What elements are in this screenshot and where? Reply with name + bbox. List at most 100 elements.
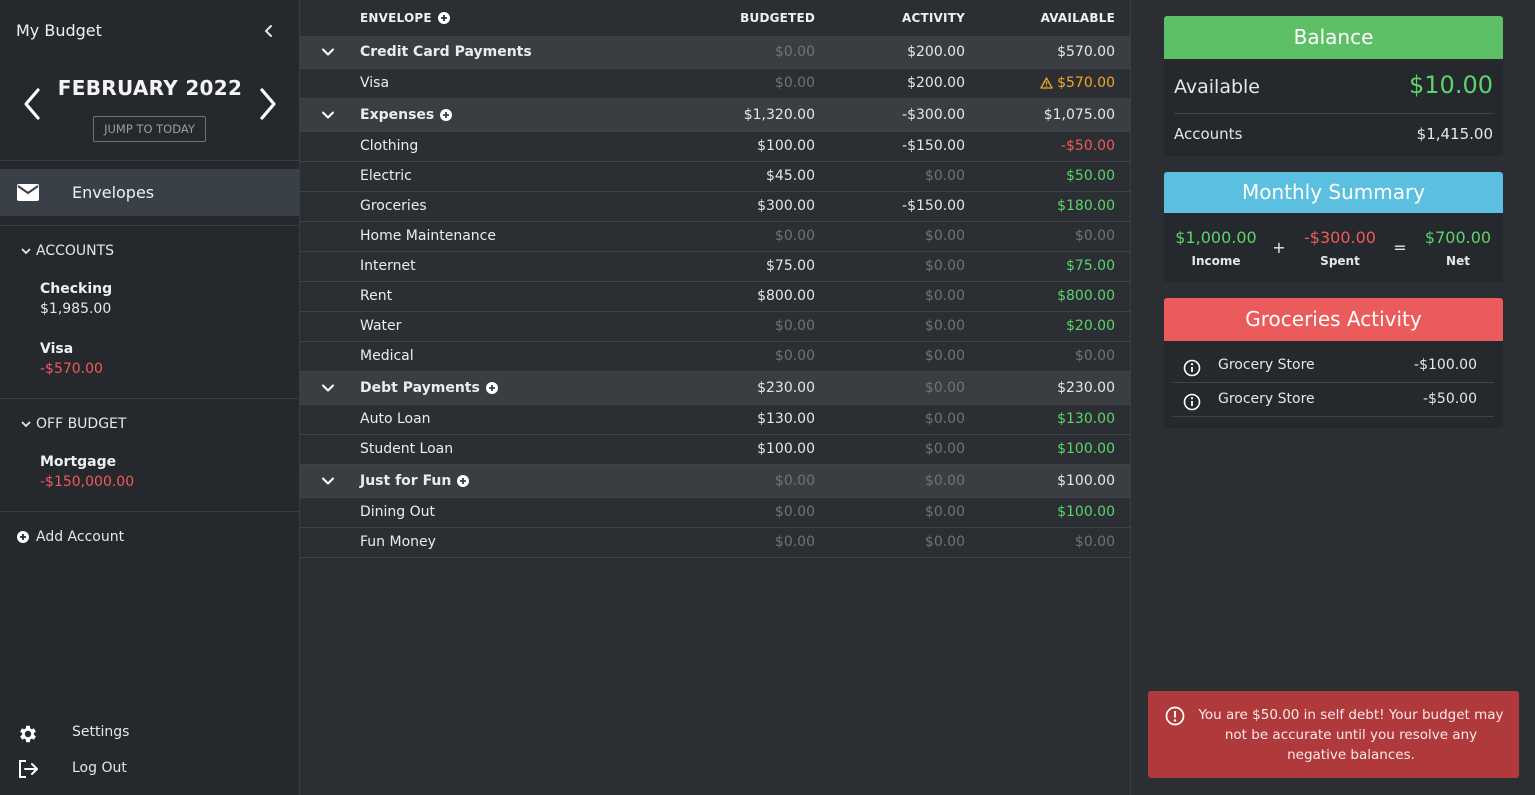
envelope-row[interactable]: Auto Loan $130.00 $0.00 $130.00 bbox=[300, 405, 1131, 435]
budgeted-value[interactable]: $1,320.00 bbox=[743, 107, 815, 123]
transaction-row[interactable]: Grocery Store -$100.00 bbox=[1173, 349, 1494, 383]
accounts-heading: ACCOUNTS bbox=[36, 243, 115, 259]
account-name[interactable]: Checking bbox=[40, 281, 113, 297]
account-name[interactable]: Mortgage bbox=[40, 454, 117, 470]
category-name[interactable]: Debt Payments bbox=[360, 380, 498, 396]
envelope-row[interactable]: Visa $0.00 $200.00 $570.00 bbox=[300, 69, 1131, 99]
logout-button[interactable]: Log Out bbox=[17, 759, 127, 783]
equals-sign: = bbox=[1393, 238, 1407, 257]
add-envelope-icon[interactable] bbox=[440, 109, 453, 121]
self-debt-alert[interactable]: You are $50.00 in self debt! Your budget… bbox=[1148, 691, 1519, 778]
budgeted-value[interactable]: $0.00 bbox=[774, 534, 815, 550]
category-name[interactable]: Credit Card Payments bbox=[360, 44, 532, 60]
envelope-row[interactable]: Medical $0.00 $0.00 $0.00 bbox=[300, 342, 1131, 372]
off-budget-section-toggle[interactable]: OFF BUDGET bbox=[20, 416, 126, 432]
budgeted-value[interactable]: $100.00 bbox=[757, 138, 815, 154]
chevron-down-icon[interactable] bbox=[321, 474, 335, 488]
next-month-button[interactable] bbox=[254, 86, 282, 122]
chevron-down-icon[interactable] bbox=[321, 108, 335, 122]
budgeted-value[interactable]: $130.00 bbox=[757, 411, 815, 427]
add-category-icon[interactable] bbox=[437, 12, 450, 24]
envelope-name[interactable]: Auto Loan bbox=[360, 411, 431, 427]
monthly-summary-title: Monthly Summary bbox=[1164, 172, 1503, 213]
envelope-row[interactable]: Rent $800.00 $0.00 $800.00 bbox=[300, 282, 1131, 312]
sidebar: My Budget FEBRUARY 2022 JUMP TO TODAY En… bbox=[0, 0, 300, 795]
envelope-row[interactable]: Fun Money $0.00 $0.00 $0.00 bbox=[300, 528, 1131, 558]
envelope-name[interactable]: Student Loan bbox=[360, 441, 453, 457]
envelope-row[interactable]: Internet $75.00 $0.00 $75.00 bbox=[300, 252, 1131, 282]
divider bbox=[0, 160, 299, 161]
budgeted-value[interactable]: $0.00 bbox=[774, 228, 815, 244]
envelope-name[interactable]: Dining Out bbox=[360, 504, 435, 520]
activity-value: -$300.00 bbox=[902, 107, 965, 123]
nav-envelopes[interactable]: Envelopes bbox=[0, 169, 299, 216]
income-value: $1,000.00 bbox=[1175, 228, 1257, 247]
available-value: $570.00 bbox=[1057, 44, 1115, 60]
row-label: Electric bbox=[360, 168, 412, 184]
available-value: $75.00 bbox=[1066, 258, 1115, 274]
envelope-row[interactable]: Dining Out $0.00 $0.00 $100.00 bbox=[300, 498, 1131, 528]
activity-value: $0.00 bbox=[924, 473, 965, 489]
available-row: Available $10.00 bbox=[1174, 71, 1493, 114]
account-balance: -$570.00 bbox=[40, 361, 103, 377]
category-name[interactable]: Expenses bbox=[360, 107, 453, 123]
envelope-row[interactable]: Groceries $300.00 -$150.00 $180.00 bbox=[300, 192, 1131, 222]
activity-value: $0.00 bbox=[924, 228, 965, 244]
envelope-name[interactable]: Home Maintenance bbox=[360, 228, 496, 244]
envelope-name[interactable]: Groceries bbox=[360, 198, 427, 214]
envelope-name[interactable]: Medical bbox=[360, 348, 414, 364]
account-name[interactable]: Visa bbox=[40, 341, 74, 357]
budgeted-value[interactable]: $75.00 bbox=[766, 258, 815, 274]
jump-to-today-button[interactable]: JUMP TO TODAY bbox=[93, 116, 206, 142]
envelope-row[interactable]: Electric $45.00 $0.00 $50.00 bbox=[300, 162, 1131, 192]
category-row[interactable]: Debt Payments $230.00 $0.00 $230.00 bbox=[300, 372, 1131, 405]
add-envelope-icon[interactable] bbox=[457, 475, 470, 487]
category-name[interactable]: Just for Fun bbox=[360, 473, 470, 489]
accounts-section-toggle[interactable]: ACCOUNTS bbox=[20, 243, 114, 259]
envelope-name[interactable]: Rent bbox=[360, 288, 392, 304]
category-row[interactable]: Just for Fun $0.00 $0.00 $100.00 bbox=[300, 465, 1131, 498]
chevron-down-icon[interactable] bbox=[321, 381, 335, 395]
envelope-name[interactable]: Fun Money bbox=[360, 534, 436, 550]
envelope-row[interactable]: Clothing $100.00 -$150.00 -$50.00 bbox=[300, 132, 1131, 162]
divider bbox=[0, 398, 299, 399]
budgeted-value[interactable]: $0.00 bbox=[774, 75, 815, 91]
budgeted-value[interactable]: $0.00 bbox=[774, 504, 815, 520]
budgeted-value[interactable]: $300.00 bbox=[757, 198, 815, 214]
available-value: $0.00 bbox=[1074, 228, 1115, 244]
envelope-row[interactable]: Water $0.00 $0.00 $20.00 bbox=[300, 312, 1131, 342]
previous-month-button[interactable] bbox=[18, 86, 46, 122]
available-value: $100.00 bbox=[1057, 504, 1115, 520]
envelope-name[interactable]: Visa bbox=[360, 75, 389, 91]
settings-button[interactable]: Settings bbox=[17, 723, 129, 749]
envelope-row[interactable]: Student Loan $100.00 $0.00 $100.00 bbox=[300, 435, 1131, 465]
activity-value: $0.00 bbox=[924, 168, 965, 184]
category-row[interactable]: Expenses $1,320.00 -$300.00 $1,075.00 bbox=[300, 99, 1131, 132]
budgeted-value[interactable]: $0.00 bbox=[774, 44, 815, 60]
budgeted-value[interactable]: $230.00 bbox=[757, 380, 815, 396]
chevron-down-icon[interactable] bbox=[321, 45, 335, 59]
budgeted-value[interactable]: $100.00 bbox=[757, 441, 815, 457]
collapse-sidebar-icon[interactable] bbox=[260, 22, 278, 40]
envelope-name[interactable]: Clothing bbox=[360, 138, 418, 154]
transaction-row[interactable]: Grocery Store -$50.00 bbox=[1173, 383, 1494, 417]
budgeted-value[interactable]: $0.00 bbox=[774, 473, 815, 489]
envelope-name[interactable]: Water bbox=[360, 318, 401, 334]
budgeted-value[interactable]: $45.00 bbox=[766, 168, 815, 184]
logout-icon bbox=[19, 760, 38, 778]
info-icon[interactable] bbox=[1183, 359, 1201, 381]
envelope-name[interactable]: Electric bbox=[360, 168, 412, 184]
current-month: FEBRUARY 2022 bbox=[57, 76, 243, 100]
available-value: $570.00 bbox=[975, 75, 1115, 91]
info-icon[interactable] bbox=[1183, 393, 1201, 415]
budgeted-value[interactable]: $0.00 bbox=[774, 348, 815, 364]
add-envelope-icon[interactable] bbox=[485, 382, 498, 394]
add-account-button[interactable]: Add Account bbox=[17, 529, 124, 545]
available-value: $230.00 bbox=[1057, 380, 1115, 396]
envelope-column-header: ENVELOPE bbox=[360, 11, 432, 25]
budgeted-value[interactable]: $0.00 bbox=[774, 318, 815, 334]
budgeted-value[interactable]: $800.00 bbox=[757, 288, 815, 304]
category-row[interactable]: Credit Card Payments $0.00 $200.00 $570.00 bbox=[300, 36, 1131, 69]
envelope-row[interactable]: Home Maintenance $0.00 $0.00 $0.00 bbox=[300, 222, 1131, 252]
envelope-name[interactable]: Internet bbox=[360, 258, 416, 274]
